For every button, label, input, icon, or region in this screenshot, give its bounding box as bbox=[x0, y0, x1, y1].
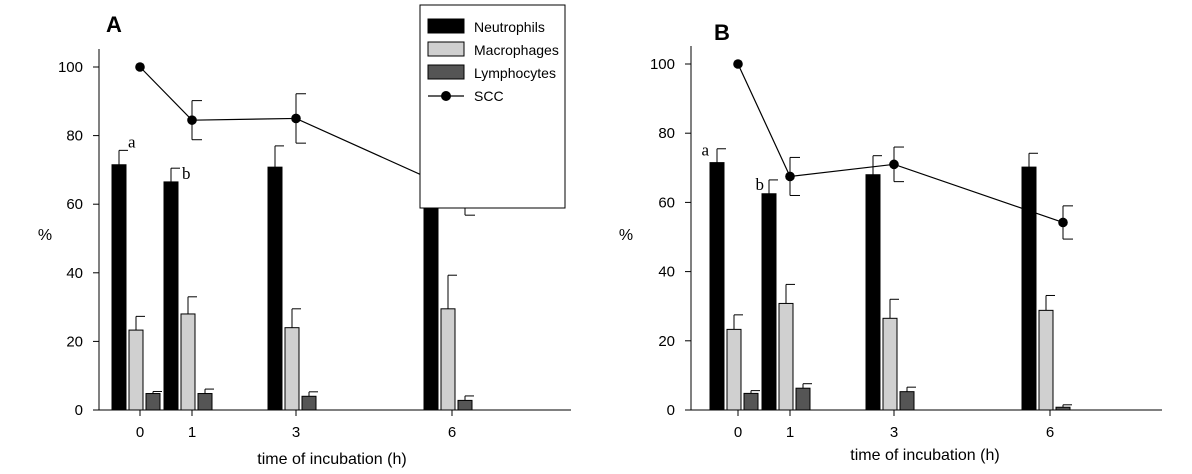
legend-swatch bbox=[427, 41, 465, 57]
legend-label: Macrophages bbox=[474, 42, 559, 58]
bar-macrophages bbox=[440, 308, 456, 411]
scc-point bbox=[733, 59, 743, 69]
x-tick-label: 1 bbox=[188, 424, 196, 441]
legend-box bbox=[419, 4, 566, 209]
bar-macrophages bbox=[180, 313, 196, 411]
y-tick-label: 20 bbox=[658, 333, 675, 350]
bar-lymphocytes bbox=[145, 393, 161, 411]
x-tick-label: 0 bbox=[734, 424, 742, 441]
bar-macrophages bbox=[284, 327, 300, 411]
legend-label: SCC bbox=[474, 88, 504, 104]
x-tick-label: 0 bbox=[136, 424, 144, 441]
scc-point bbox=[889, 159, 899, 170]
legend: Neutrophils Macrophages Lymphocytes SCC bbox=[419, 4, 566, 209]
panel-label: B bbox=[714, 20, 730, 45]
bar-neutrophils bbox=[1021, 166, 1037, 411]
bar-lymphocytes bbox=[899, 391, 915, 411]
panel-b: 0 20 40 60 80 100 0 1 3 6% time of incubation (h) B… bbox=[619, 20, 1162, 464]
x-tick-label: 3 bbox=[890, 424, 898, 441]
bar-lymphocytes bbox=[795, 387, 811, 411]
legend-swatch bbox=[427, 64, 465, 80]
legend-swatch-marker bbox=[441, 91, 451, 101]
bar-neutrophils bbox=[761, 193, 777, 411]
scc-point bbox=[135, 62, 145, 72]
annotation-a: a bbox=[701, 141, 709, 160]
y-tick-label: 60 bbox=[658, 194, 675, 211]
bar-macrophages bbox=[778, 302, 794, 411]
bar-neutrophils bbox=[709, 162, 725, 411]
y-tick-label: 100 bbox=[650, 56, 675, 73]
bar-neutrophils bbox=[111, 164, 127, 411]
scc-point bbox=[785, 171, 795, 182]
scc-point bbox=[1058, 217, 1068, 228]
bar-neutrophils bbox=[865, 174, 881, 411]
bar-neutrophils bbox=[423, 179, 439, 411]
y-tick-label: 20 bbox=[66, 333, 83, 350]
bar-neutrophils bbox=[163, 181, 179, 411]
scc-line bbox=[139, 66, 466, 196]
y-tick-label: 40 bbox=[66, 265, 83, 282]
bar-lymphocytes bbox=[1055, 406, 1071, 411]
annotation-b: b bbox=[182, 164, 191, 183]
y-axis-label: % bbox=[38, 227, 52, 244]
bar-lymphocytes bbox=[743, 392, 759, 411]
bar-lymphocytes bbox=[197, 393, 213, 411]
bar-lymphocytes bbox=[457, 399, 473, 411]
x-axis-label: time of incubation (h) bbox=[257, 451, 406, 468]
x-tick-label: 6 bbox=[1046, 424, 1054, 441]
bar-macrophages bbox=[726, 328, 742, 411]
scc-line bbox=[737, 63, 1064, 224]
bar-neutrophils bbox=[267, 166, 283, 411]
panel-a: 0 20 40 60 80 100 0 1 3 6% time of incubation (h) A… bbox=[38, 4, 571, 468]
bar-macrophages bbox=[882, 317, 898, 411]
y-tick-label: 100 bbox=[58, 59, 83, 76]
x-tick-label: 6 bbox=[448, 424, 456, 441]
annotation-b: b bbox=[756, 175, 765, 194]
legend-swatch bbox=[427, 18, 465, 34]
y-axis-label: % bbox=[619, 227, 633, 244]
y-tick-label: 60 bbox=[66, 196, 83, 213]
scc-point bbox=[187, 115, 197, 125]
bar-macrophages bbox=[1038, 309, 1054, 411]
x-axis-label: time of incubation (h) bbox=[850, 447, 999, 464]
y-tick-label: 0 bbox=[75, 402, 83, 419]
scc-point bbox=[291, 113, 301, 124]
bar-lymphocytes bbox=[301, 395, 317, 411]
x-tick-label: 3 bbox=[292, 424, 300, 441]
x-tick-label: 1 bbox=[786, 424, 794, 441]
bar-macrophages bbox=[128, 329, 144, 411]
y-tick-label: 0 bbox=[667, 402, 675, 419]
panel-label: A bbox=[106, 12, 122, 37]
y-tick-label: 80 bbox=[658, 125, 675, 142]
legend-label: Neutrophils bbox=[474, 19, 545, 35]
y-tick-label: 80 bbox=[66, 128, 83, 145]
y-tick-label: 40 bbox=[658, 264, 675, 281]
legend-label: Lymphocytes bbox=[474, 65, 556, 81]
annotation-a: a bbox=[128, 132, 136, 151]
